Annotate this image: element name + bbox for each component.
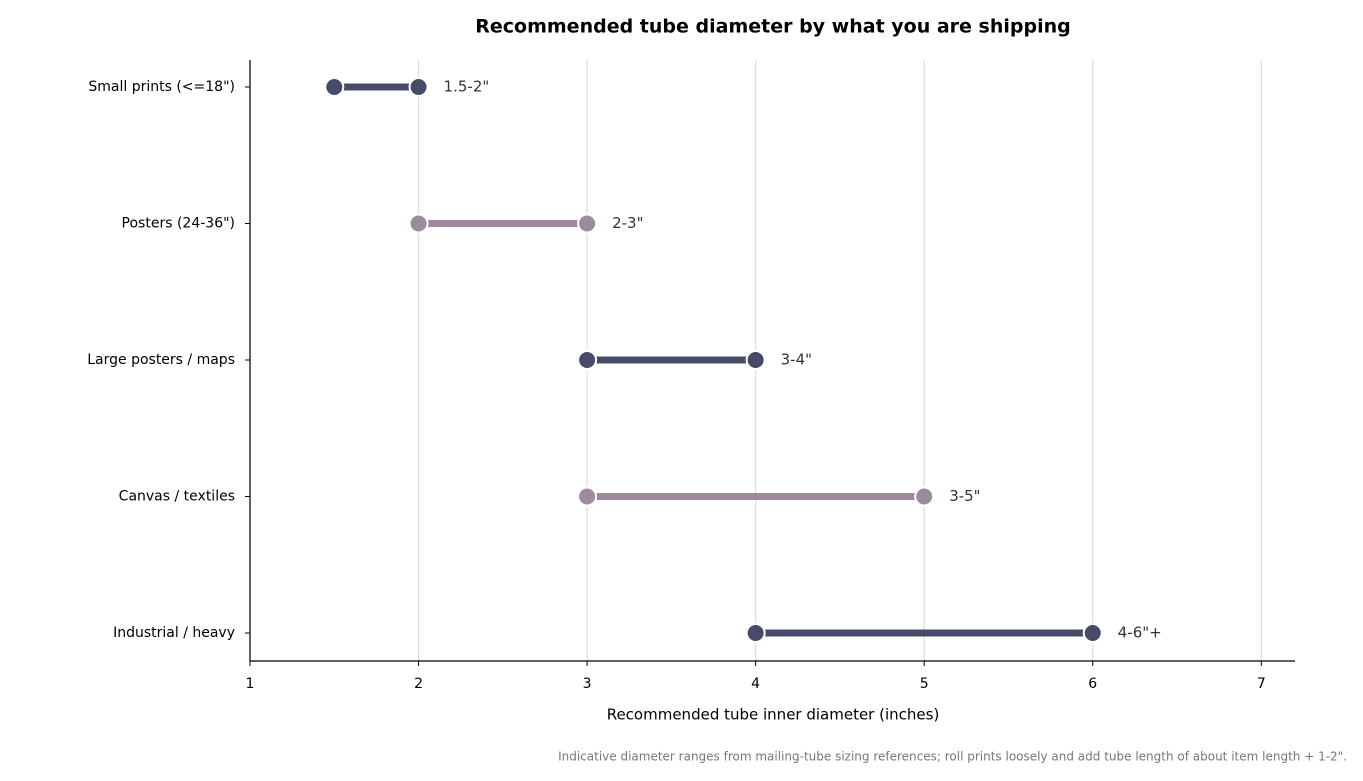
high-dot [745, 350, 766, 370]
x-tick-label: 4 [751, 676, 760, 692]
high-dot [1082, 623, 1103, 643]
y-tick-label: Small prints (<=18") [88, 79, 235, 95]
y-tick-label: Industrial / heavy [113, 625, 235, 641]
x-tick-label: 3 [583, 676, 592, 692]
x-tick-label: 5 [920, 676, 929, 692]
range-label: 1.5-2" [444, 78, 490, 96]
low-dot [745, 623, 766, 643]
range-label: 4-6"+ [1118, 624, 1162, 642]
x-tick-label: 1 [246, 676, 255, 692]
footnote: Indicative diameter ranges from mailing-… [558, 750, 1347, 764]
x-tick-label: 2 [414, 676, 423, 692]
range-label: 3-5" [949, 487, 980, 505]
x-tick-label: 6 [1088, 676, 1097, 692]
y-tick-label: Canvas / textiles [119, 489, 235, 505]
low-dot [577, 486, 598, 507]
x-tick-label: 7 [1257, 676, 1266, 692]
low-dot [577, 350, 598, 370]
high-dot [408, 77, 429, 97]
x-axis-label: Recommended tube inner diameter (inches) [607, 706, 940, 724]
y-tick-label: Large posters / maps [87, 352, 235, 368]
y-tick-label: Posters (24-36") [122, 216, 235, 232]
range-label: 3-4" [781, 351, 812, 369]
chart-title: Recommended tube diameter by what you ar… [475, 16, 1071, 38]
high-dot [914, 486, 935, 507]
low-dot [324, 77, 345, 97]
range-label: 2-3" [612, 214, 643, 232]
low-dot [408, 213, 429, 234]
high-dot [577, 213, 598, 234]
